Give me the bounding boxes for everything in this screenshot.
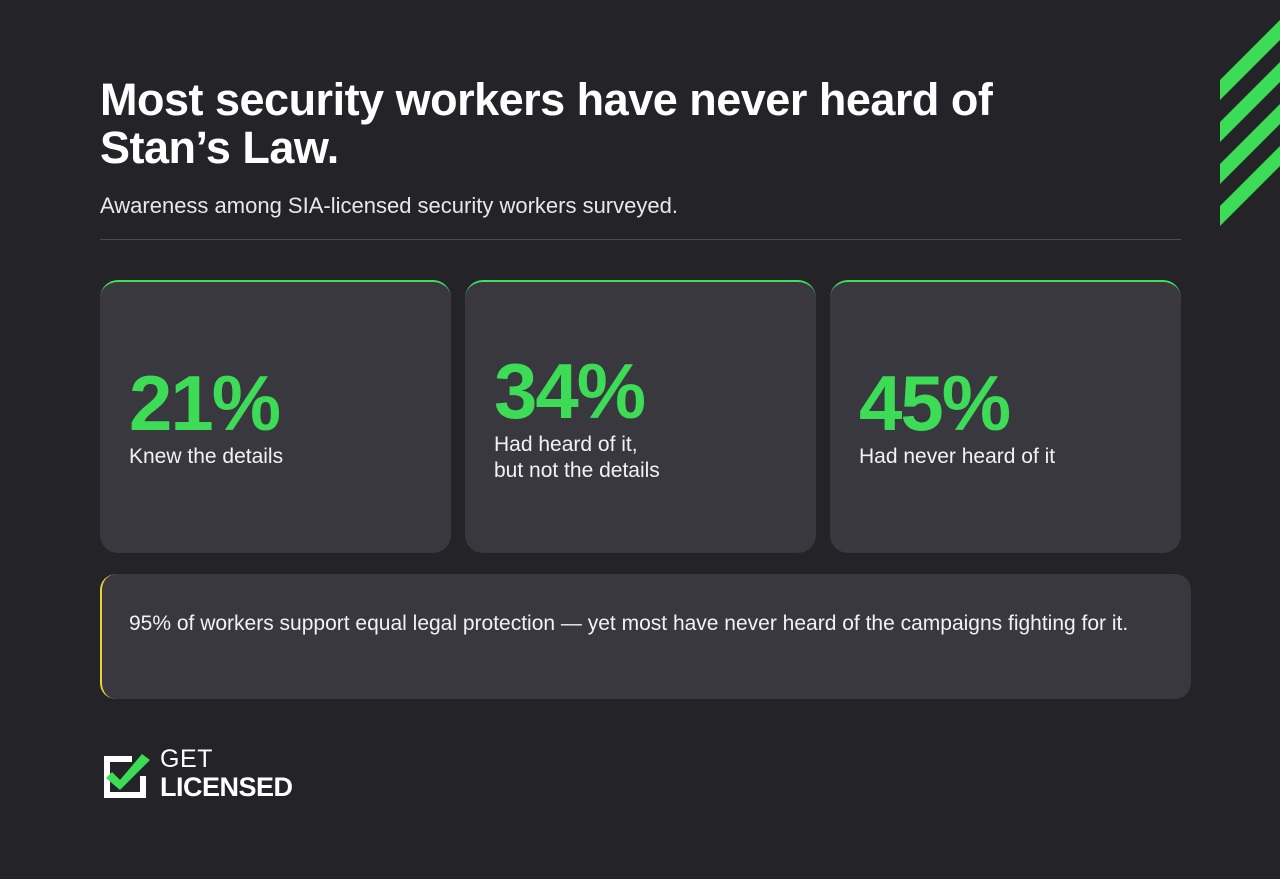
diagonal-stripes-decoration xyxy=(1220,20,1280,226)
checkbox-check-icon xyxy=(104,754,150,798)
stat-value: 21% xyxy=(129,359,281,447)
logo-line-2: LICENSED xyxy=(160,772,293,802)
stat-label: Had never heard of it xyxy=(859,445,1056,468)
logo-wordmark: GET LICENSED xyxy=(160,745,293,802)
stat-label-line: Had heard of it, xyxy=(494,433,638,456)
divider xyxy=(100,239,1181,240)
stat-card-heard-not-details: 34% Had heard of it, but not the details xyxy=(465,280,816,553)
stat-label: Knew the details xyxy=(129,445,284,468)
logo-line-1: GET xyxy=(160,745,213,773)
stat-card-never-heard: 45% Had never heard of it xyxy=(830,280,1181,553)
stat-label: Had heard of it, but not the details xyxy=(494,432,794,484)
page-title: Most security workers have never heard o… xyxy=(100,74,993,173)
callout-box: 95% of workers support equal legal prote… xyxy=(100,574,1191,699)
get-licensed-logo: GET LICENSED xyxy=(100,746,300,802)
stat-value: 34% xyxy=(494,347,646,435)
page-subtitle: Awareness among SIA-licensed security wo… xyxy=(100,193,678,218)
stat-label-line: but not the details xyxy=(494,459,660,482)
callout-text: 95% of workers support equal legal prote… xyxy=(129,612,1129,635)
stat-value: 45% xyxy=(859,359,1011,447)
stat-card-knew-details: 21% Knew the details xyxy=(100,280,451,553)
